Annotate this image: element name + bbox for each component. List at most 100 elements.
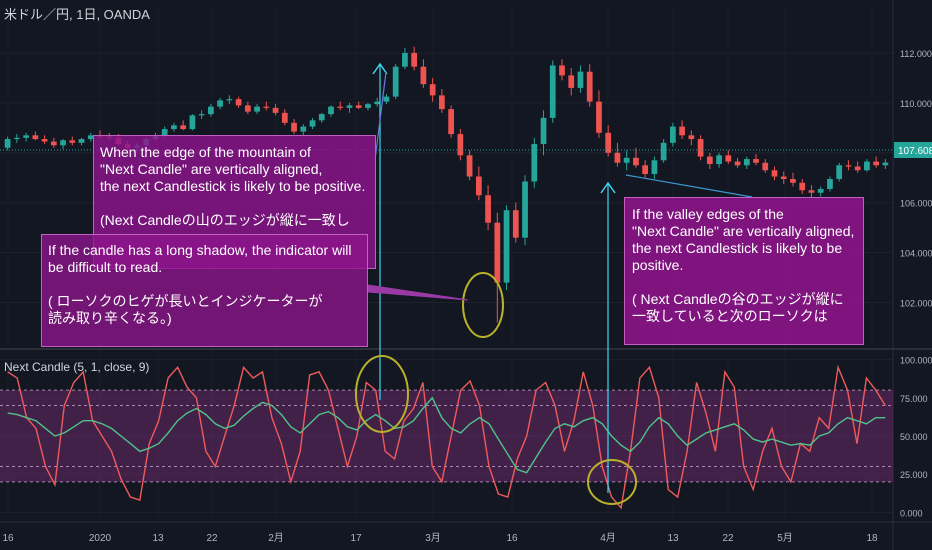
time-axis: 16 2020 13 22 2月 17 3月 16 4月 13 22 5月 18	[2, 532, 878, 544]
candle-body	[475, 176, 482, 196]
candle-body	[762, 162, 769, 171]
indicator-axis: 100.000 75.000 50.000 25.000 0.000	[900, 356, 932, 519]
time-tick-label: 22	[206, 533, 218, 544]
price-tick-label: 112.000	[900, 49, 932, 59]
candle-body	[41, 139, 48, 142]
time-tick-label: 16	[2, 533, 14, 544]
indicator-title[interactable]: Next Candle (5, 1, close, 9)	[4, 360, 149, 374]
price-tick-label: 102.000	[900, 299, 932, 309]
candle-body	[198, 114, 205, 116]
symbol-title[interactable]: 米ドル／円, 1日, OANDA	[4, 7, 150, 22]
candle-body	[836, 165, 843, 180]
candle-body	[790, 179, 796, 183]
time-tick-label: 4月	[600, 532, 616, 544]
time-tick-label: 18	[866, 533, 878, 544]
candle-body	[753, 159, 759, 163]
candle-body	[494, 222, 501, 283]
candle-body	[596, 101, 602, 133]
indicator-tick-label: 25.000	[900, 470, 928, 480]
candle-body	[633, 157, 639, 166]
candle-body	[337, 106, 344, 108]
candle-body	[531, 144, 538, 182]
candle-body	[817, 188, 824, 193]
candle-body	[420, 66, 427, 85]
candle-body	[429, 84, 436, 96]
candle-body	[69, 140, 76, 143]
candle-body	[263, 106, 270, 108]
candle-body	[78, 139, 85, 143]
candlestick-series	[4, 46, 889, 323]
candle-body	[60, 140, 66, 146]
candle-body	[180, 125, 187, 130]
candle-body	[540, 117, 547, 145]
candle-body	[217, 100, 223, 107]
arrow-head	[372, 62, 388, 75]
candle-body	[827, 179, 833, 189]
arrow-head	[600, 181, 616, 194]
time-tick-label: 3月	[425, 532, 441, 544]
highlight-circle-valley	[587, 459, 637, 505]
candle-body	[13, 137, 20, 140]
candle-body	[522, 181, 528, 238]
highlight-circle-peak	[355, 355, 409, 433]
candle-body	[642, 165, 649, 175]
drawings-layer	[355, 62, 753, 505]
candle-body	[208, 106, 214, 115]
candle-body	[771, 170, 778, 177]
indicator-tick-label: 100.000	[900, 356, 932, 366]
candle-body	[623, 157, 630, 163]
candle-body	[309, 120, 316, 127]
candle-body	[392, 66, 399, 97]
candle-body	[854, 166, 861, 171]
candle-body	[716, 155, 722, 165]
time-tick-label: 2月	[268, 532, 284, 544]
candle-body	[346, 105, 353, 108]
candle-body	[402, 52, 408, 67]
candle-body	[568, 75, 575, 88]
candle-body	[383, 96, 390, 102]
candle-body	[799, 182, 806, 191]
time-tick-label: 22	[722, 533, 734, 544]
candle-body	[679, 126, 685, 136]
indicator-tick-label: 75.000	[900, 394, 928, 404]
candle-body	[171, 125, 177, 130]
candle-body	[512, 210, 519, 238]
candle-body	[189, 115, 196, 130]
candle-body	[466, 155, 473, 177]
time-tick-label: 5月	[777, 532, 793, 544]
leader-line-valley	[625, 174, 753, 198]
candle-body	[864, 161, 870, 171]
candle-body	[651, 160, 658, 175]
candle-body	[670, 126, 676, 143]
indicator-lines	[7, 364, 886, 510]
indicator-tick-label: 50.000	[900, 432, 928, 442]
candle-body	[660, 142, 667, 161]
candle-body	[485, 195, 491, 223]
last-price-label: 107.608	[898, 146, 932, 157]
candle-body	[549, 65, 556, 118]
time-tick-label: 13	[667, 533, 679, 544]
candle-body	[605, 132, 612, 153]
candle-body	[23, 135, 29, 138]
candle-body	[272, 107, 279, 113]
indicator-tick-label: 0.000	[900, 508, 923, 518]
time-tick-label: 16	[506, 533, 518, 544]
candle-body	[411, 52, 418, 67]
candle-body	[374, 101, 381, 105]
leader-line-peak	[374, 71, 387, 161]
annotation-valley-edge[interactable]: If the valley edges of the "Next Candle"…	[624, 197, 864, 345]
candle-body	[4, 139, 11, 148]
price-tick-label: 106.000	[900, 199, 932, 209]
candle-body	[355, 105, 362, 108]
candle-body	[254, 106, 260, 112]
candle-body	[614, 152, 621, 163]
annotation-long-shadow[interactable]: If the candle has a long shadow, the ind…	[41, 234, 368, 347]
candle-body	[328, 106, 334, 115]
candle-body	[882, 162, 889, 166]
last-price-badge	[894, 142, 932, 158]
candle-body	[697, 139, 704, 157]
candle-body	[586, 71, 593, 102]
candle-body	[577, 71, 584, 88]
candle-body	[706, 156, 713, 165]
candle-body	[87, 135, 94, 140]
